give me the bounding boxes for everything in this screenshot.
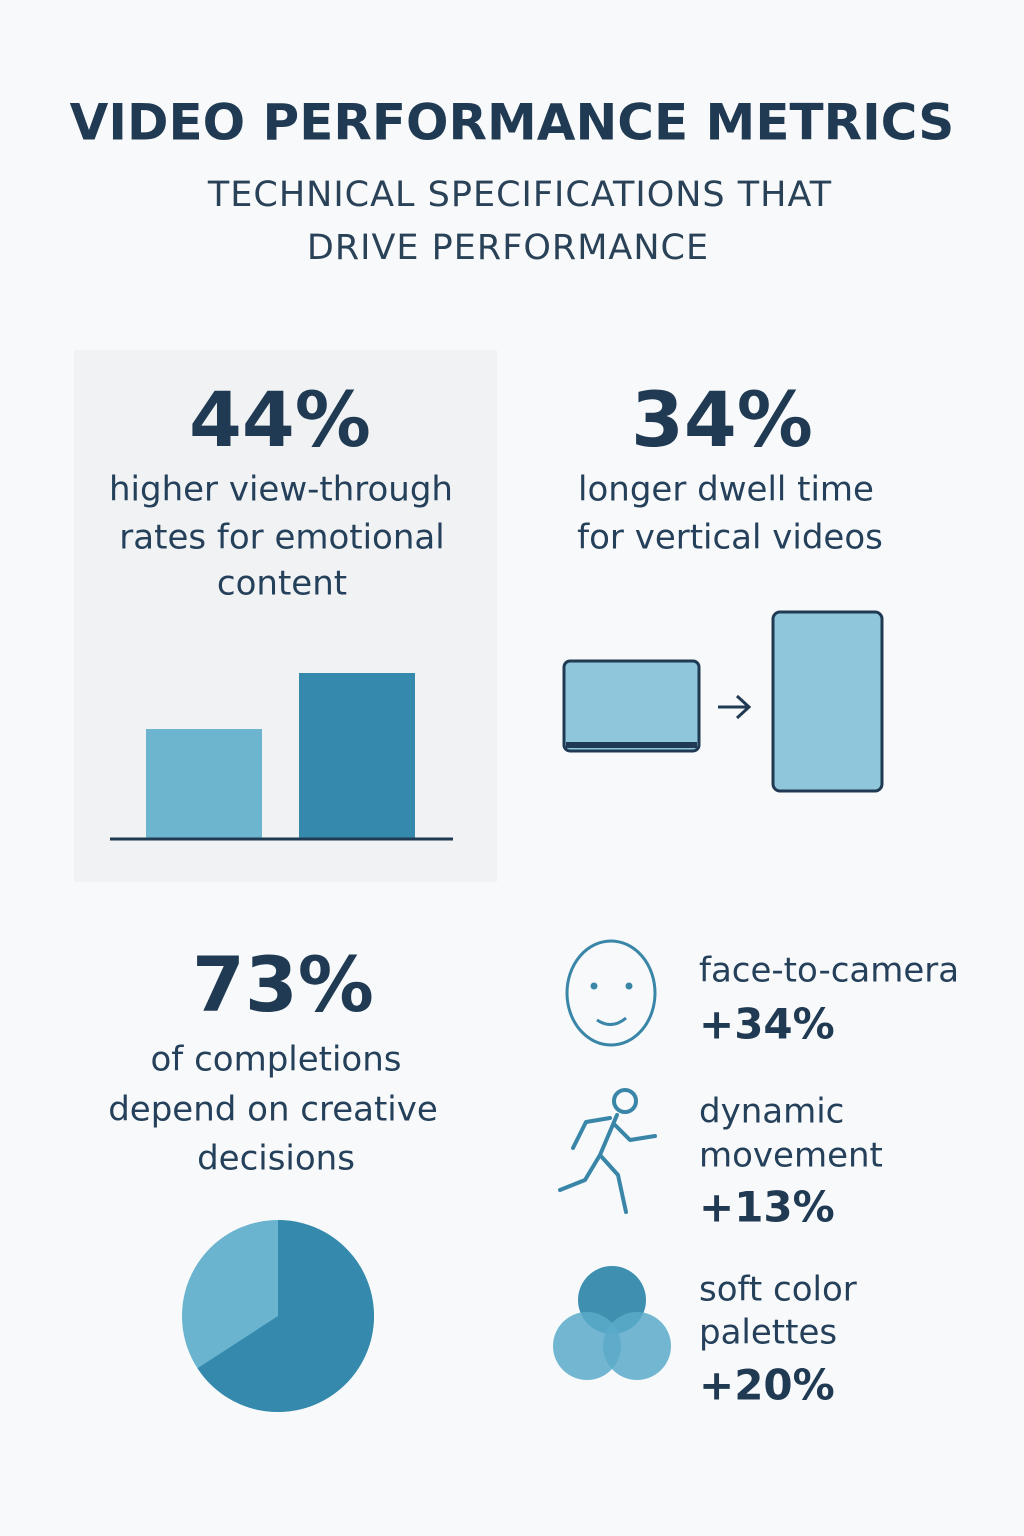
subtitle: DRIVE PERFORMANCE [307, 228, 709, 268]
factor-label: dynamic [699, 1092, 844, 1132]
factor-label: movement [699, 1136, 883, 1176]
arrow-icon [718, 694, 752, 720]
title: VIDEO PERFORMANCE METRICS [70, 94, 955, 152]
face-icon [625, 982, 633, 990]
factor-label: palettes [699, 1313, 837, 1353]
bar-icon [146, 729, 262, 839]
landscape-icon [562, 659, 701, 753]
stat-text: depend on creative [108, 1090, 438, 1130]
factor-label: soft color [699, 1270, 857, 1310]
runner-icon [558, 1088, 657, 1214]
portrait-icon [771, 610, 884, 793]
subtitle: TECHNICAL SPECIFICATIONS THAT [207, 175, 832, 215]
stat-text: longer dwell time [578, 470, 874, 510]
stat-text: higher view-through [109, 470, 453, 510]
stat-value: 44% [189, 375, 371, 464]
stat-text: for vertical videos [577, 518, 883, 558]
factor-value: +20% [699, 1361, 835, 1410]
pie-icon [197, 1220, 375, 1412]
factor-value: +13% [699, 1183, 835, 1232]
color-icon [553, 1266, 671, 1380]
card [74, 350, 497, 882]
stat-text: rates for emotional [119, 518, 444, 558]
factor-value: +34% [699, 1000, 835, 1049]
face-icon [565, 939, 657, 1047]
stat-value: 34% [631, 375, 813, 464]
factor-label: face-to-camera [699, 951, 959, 991]
bar-icon [299, 673, 415, 839]
stat-text: of completions [151, 1040, 402, 1080]
stat-text: decisions [197, 1139, 355, 1179]
face-icon [590, 982, 598, 990]
stat-text: content [217, 564, 347, 604]
stat-value: 73% [192, 940, 374, 1029]
